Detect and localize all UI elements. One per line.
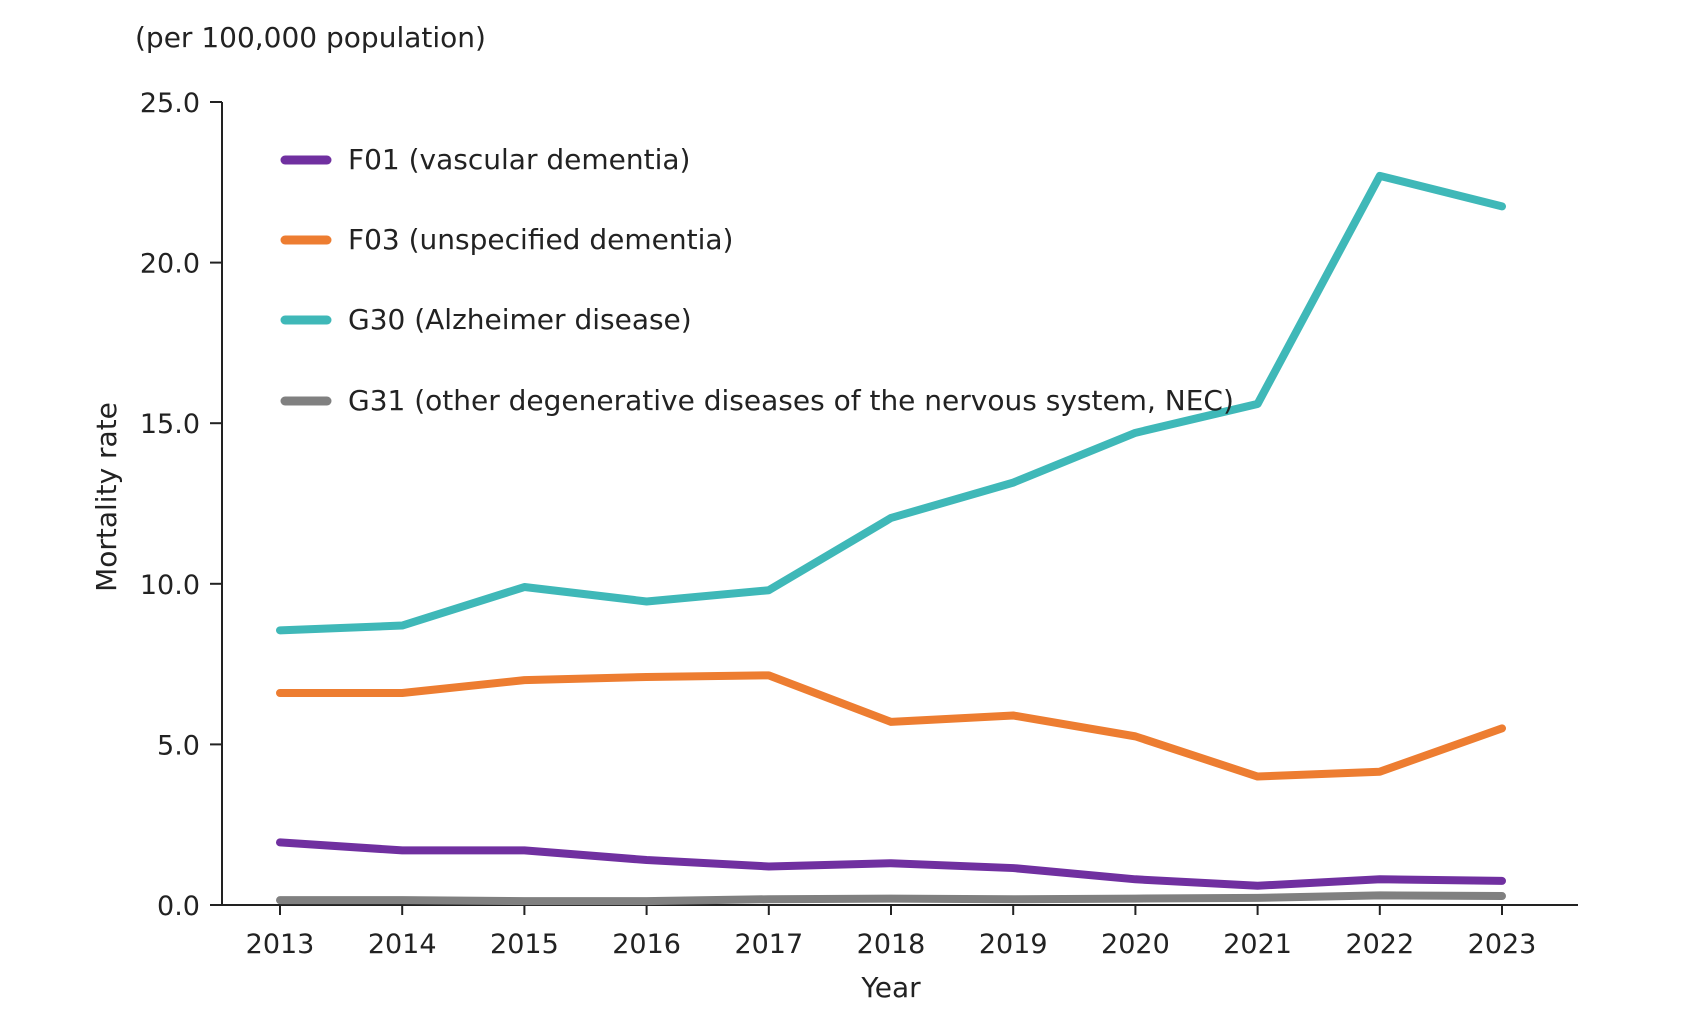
legend-label: G30 (Alzheimer disease)	[348, 303, 692, 336]
y-axis-title: Mortality rate	[90, 402, 123, 592]
unit-label: (per 100,000 population)	[135, 21, 486, 54]
x-tick-label: 2023	[1468, 929, 1537, 960]
y-tick-label: 20.0	[140, 249, 200, 280]
x-tick-label: 2021	[1223, 929, 1292, 960]
y-tick-label: 25.0	[140, 88, 200, 119]
y-tick-label: 0.0	[157, 891, 200, 922]
x-tick-label: 2018	[857, 929, 926, 960]
plot-area: 0.0 5.0 10.0 15.0 20.0 25.0 2013 2014 2015 2016 20…	[140, 88, 1578, 960]
series-line-f03	[276, 671, 1506, 781]
x-tick-label: 2017	[734, 929, 803, 960]
series-line-g31	[276, 891, 1506, 906]
x-tick-label: 2016	[612, 929, 681, 960]
series-line-g30	[276, 171, 1506, 635]
x-tick-label: 2019	[979, 929, 1048, 960]
series-line-f01	[276, 838, 1506, 890]
legend-label: F01 (vascular dementia)	[348, 143, 690, 176]
legend-label: F03 (unspecified dementia)	[348, 223, 733, 256]
y-tick-label: 5.0	[157, 730, 200, 761]
x-tick-label: 2022	[1345, 929, 1414, 960]
y-tick-label: 10.0	[140, 570, 200, 601]
x-tick-label: 2014	[368, 929, 437, 960]
y-tick-label: 15.0	[140, 409, 200, 440]
x-tick-label: 2015	[490, 929, 559, 960]
legend-label: G31 (other degenerative diseases of the …	[348, 384, 1234, 417]
x-axis-title: Year	[860, 971, 921, 1004]
x-tick-label: 2020	[1101, 929, 1170, 960]
x-tick-label: 2013	[246, 929, 315, 960]
